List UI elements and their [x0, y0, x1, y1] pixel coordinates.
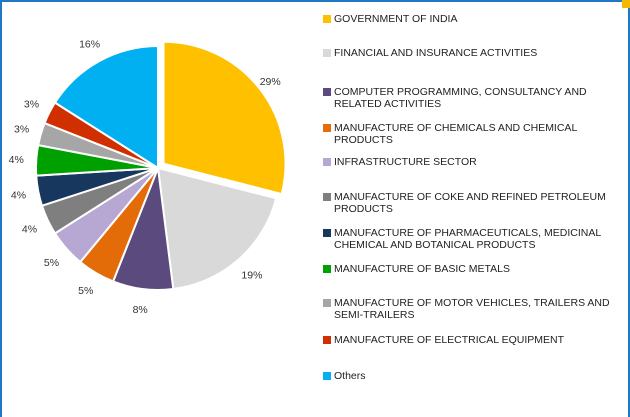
- legend-item-9: MANUFACTURE OF MOTOR VEHICLES, TRAILERS …: [323, 297, 623, 321]
- legend-label: MANUFACTURE OF CHEMICALS AND CHEMICAL PR…: [334, 122, 577, 146]
- slice-pct-label-2: 19%: [241, 270, 262, 282]
- slice-pct-label-10: 3%: [24, 99, 39, 111]
- legend-label: Others: [334, 370, 366, 382]
- pie-slice-1: [162, 40, 287, 196]
- legend-label: FINANCIAL AND INSURANCE ACTIVITIES: [334, 47, 538, 59]
- legend-item-10: MANUFACTURE OF ELECTRICAL EQUIPMENT: [323, 334, 623, 346]
- legend-label: MANUFACTURE OF ELECTRICAL EQUIPMENT: [334, 334, 565, 346]
- legend-item-3: COMPUTER PROGRAMMING, CONSULTANCY AND RE…: [323, 86, 623, 110]
- legend-label: MANUFACTURE OF BASIC METALS: [334, 263, 510, 275]
- slice-pct-label-8: 4%: [9, 154, 24, 166]
- slice-pct-label-3: 8%: [133, 304, 148, 316]
- legend-item-2: FINANCIAL AND INSURANCE ACTIVITIES: [323, 47, 623, 59]
- slice-pct-label-9: 3%: [14, 123, 29, 135]
- legend-swatch: [323, 265, 331, 273]
- corner-accent: [622, 0, 630, 8]
- slice-pct-label-11: 16%: [79, 39, 100, 51]
- pie-slice-2: [156, 166, 278, 291]
- slice-pct-label-1: 29%: [260, 76, 281, 88]
- legend-swatch: [323, 158, 331, 166]
- legend-label: COMPUTER PROGRAMMING, CONSULTANCY AND RE…: [334, 86, 587, 110]
- legend-label: INFRASTRUCTURE SECTOR: [334, 156, 477, 168]
- slice-pct-label-5: 5%: [44, 257, 59, 269]
- legend-item-6: MANUFACTURE OF COKE AND REFINED PETROLEU…: [323, 191, 623, 215]
- legend-swatch: [323, 124, 331, 132]
- legend-label: GOVERNMENT OF INDIA: [334, 13, 458, 25]
- legend-swatch: [323, 299, 331, 307]
- legend-item-8: MANUFACTURE OF BASIC METALS: [323, 263, 623, 275]
- pie-slice-11: [53, 44, 159, 170]
- slice-pct-label-7: 4%: [11, 190, 26, 202]
- legend-swatch: [323, 15, 331, 23]
- legend-swatch: [323, 88, 331, 96]
- legend-label: MANUFACTURE OF COKE AND REFINED PETROLEU…: [334, 191, 606, 215]
- legend-item-1: GOVERNMENT OF INDIA: [323, 13, 623, 25]
- legend-swatch: [323, 229, 331, 237]
- legend-item-7: MANUFACTURE OF PHARMACEUTICALS, MEDICINA…: [323, 227, 623, 251]
- legend-swatch: [323, 336, 331, 344]
- legend-item-5: INFRASTRUCTURE SECTOR: [323, 156, 623, 168]
- legend-swatch: [323, 193, 331, 201]
- slice-pct-label-6: 4%: [22, 223, 37, 235]
- legend-item-11: Others: [323, 370, 623, 382]
- legend-swatch: [323, 49, 331, 57]
- slice-pct-label-4: 5%: [78, 285, 93, 297]
- legend-item-4: MANUFACTURE OF CHEMICALS AND CHEMICAL PR…: [323, 122, 623, 146]
- legend-swatch: [323, 372, 331, 380]
- legend-label: MANUFACTURE OF PHARMACEUTICALS, MEDICINA…: [334, 227, 601, 251]
- legend-label: MANUFACTURE OF MOTOR VEHICLES, TRAILERS …: [334, 297, 610, 321]
